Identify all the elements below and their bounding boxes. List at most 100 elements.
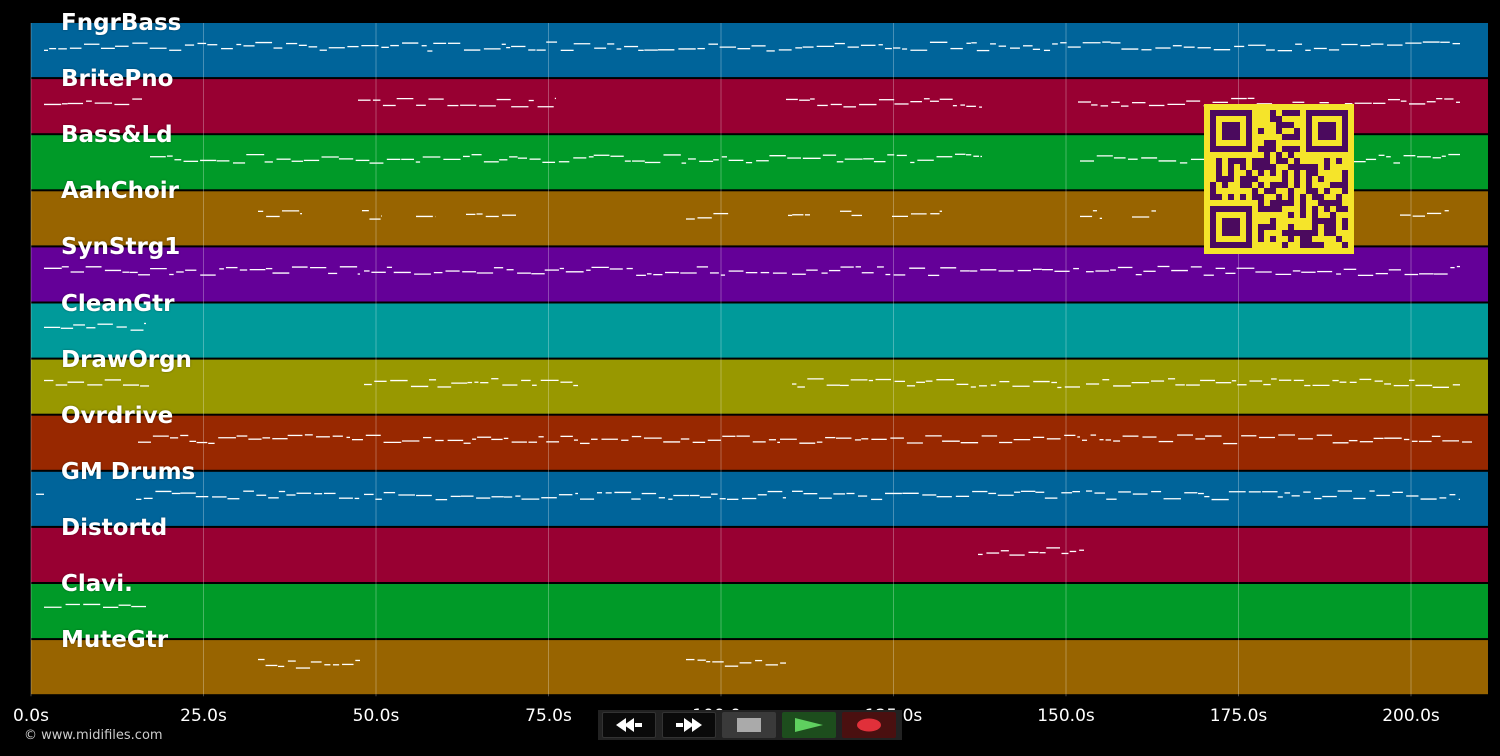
qr-module	[1288, 146, 1294, 152]
stop-button[interactable]	[722, 712, 776, 738]
qr-module	[1258, 224, 1264, 230]
qr-module	[1240, 164, 1246, 170]
qr-module	[1222, 176, 1228, 182]
qr-module	[1276, 200, 1282, 206]
time-tick-label: 75.0s	[525, 706, 572, 726]
qr-module	[1282, 176, 1288, 182]
qr-module	[1258, 236, 1264, 242]
play-icon	[795, 718, 823, 732]
qr-module	[1288, 194, 1294, 200]
qr-module	[1336, 236, 1342, 242]
track-label: FngrBass	[61, 10, 182, 36]
qr-module	[1228, 158, 1234, 164]
play-button[interactable]	[782, 712, 836, 738]
qr-finder	[1222, 122, 1240, 140]
qr-module	[1294, 110, 1300, 116]
qr-module	[1282, 146, 1288, 152]
qr-module	[1288, 110, 1294, 116]
qr-module	[1282, 110, 1288, 116]
qr-module	[1324, 164, 1330, 170]
qr-module	[1258, 164, 1264, 170]
qr-module	[1330, 230, 1336, 236]
qr-module	[1258, 128, 1264, 134]
qr-module	[1342, 182, 1348, 188]
qr-module	[1294, 134, 1300, 140]
qr-module	[1216, 176, 1222, 182]
qr-module	[1294, 146, 1300, 152]
track-lane	[31, 584, 1488, 639]
qr-module	[1216, 194, 1222, 200]
qr-module	[1342, 218, 1348, 224]
track-lane	[31, 527, 1488, 582]
qr-module	[1270, 218, 1276, 224]
record-button[interactable]	[842, 712, 896, 738]
qr-module	[1324, 230, 1330, 236]
qr-module	[1288, 224, 1294, 230]
qr-module	[1282, 170, 1288, 176]
qr-module	[1240, 194, 1246, 200]
time-tick-label: 150.0s	[1037, 706, 1095, 726]
qr-module	[1228, 194, 1234, 200]
qr-module	[1300, 194, 1306, 200]
qr-module	[1294, 128, 1300, 134]
qr-module	[1228, 164, 1234, 170]
time-tick-label: 50.0s	[352, 706, 400, 726]
qr-module	[1276, 158, 1282, 164]
qr-module	[1306, 242, 1312, 248]
qr-module	[1288, 188, 1294, 194]
qr-module	[1246, 182, 1252, 188]
qr-module	[1300, 164, 1306, 170]
qr-module	[1282, 122, 1288, 128]
rewind-button[interactable]	[602, 712, 656, 738]
qr-module	[1264, 188, 1270, 194]
qr-module	[1324, 188, 1330, 194]
qr-module	[1312, 212, 1318, 218]
copyright-text: © www.midifiles.com	[24, 728, 163, 743]
qr-module	[1264, 140, 1270, 146]
qr-module	[1252, 176, 1258, 182]
qr-module	[1342, 224, 1348, 230]
qr-module	[1240, 158, 1246, 164]
track-lane	[31, 471, 1488, 526]
qr-module	[1270, 236, 1276, 242]
qr-module	[1210, 182, 1216, 188]
qr-module	[1306, 236, 1312, 242]
qr-module	[1288, 236, 1294, 242]
qr-code	[1204, 104, 1354, 254]
qr-module	[1270, 188, 1276, 194]
qr-module	[1258, 146, 1264, 152]
qr-module	[1282, 134, 1288, 140]
qr-module	[1276, 128, 1282, 134]
qr-module	[1270, 182, 1276, 188]
fast-forward-button[interactable]	[662, 712, 716, 738]
qr-module	[1252, 188, 1258, 194]
qr-module	[1318, 218, 1324, 224]
qr-module	[1342, 176, 1348, 182]
track-lane	[31, 303, 1488, 358]
track-label: Distortd	[61, 514, 168, 541]
qr-module	[1282, 158, 1288, 164]
qr-module	[1252, 164, 1258, 170]
qr-module	[1294, 230, 1300, 236]
qr-module	[1294, 164, 1300, 170]
qr-module	[1300, 206, 1306, 212]
qr-module	[1312, 164, 1318, 170]
qr-module	[1216, 170, 1222, 176]
track-label: AahChoir	[61, 178, 179, 205]
stop-icon	[737, 718, 761, 732]
qr-module	[1312, 230, 1318, 236]
qr-module	[1330, 200, 1336, 206]
qr-module	[1276, 116, 1282, 122]
qr-module	[1258, 194, 1264, 200]
qr-module	[1288, 134, 1294, 140]
qr-module	[1306, 176, 1312, 182]
qr-module	[1318, 176, 1324, 182]
qr-module	[1318, 194, 1324, 200]
qr-module	[1210, 188, 1216, 194]
qr-module	[1312, 170, 1318, 176]
qr-module	[1276, 206, 1282, 212]
qr-module	[1336, 200, 1342, 206]
qr-module	[1252, 158, 1258, 164]
qr-module	[1270, 200, 1276, 206]
track-label: BritePno	[61, 66, 174, 93]
